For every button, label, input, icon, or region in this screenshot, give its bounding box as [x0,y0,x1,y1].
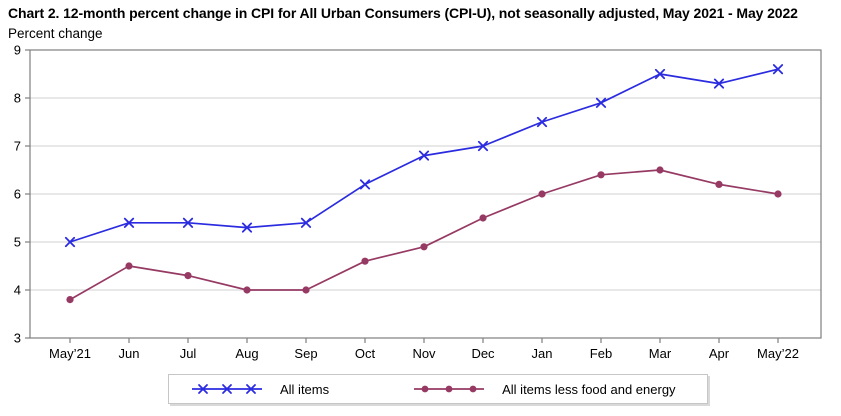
legend-label-core: All items less food and energy [502,381,676,397]
y-axis-ticks: 3 4 5 6 7 8 9 [14,43,30,346]
y-tick-label: 8 [14,91,21,106]
legend-item-all-items: All items [191,382,329,397]
y-tick-label: 6 [14,187,21,202]
x-tick-label: Jul [180,346,197,361]
legend-line-circle-marker-icon [414,385,485,393]
x-tick-label: Apr [709,346,730,361]
x-tick-label: Jan [532,346,553,361]
chart-svg: 3 4 5 6 7 8 9 May’21 Jun Jul Aug Sep Oct Nov Dec Jan Feb… [14,43,822,361]
gridlines [30,97,821,291]
x-tick-label: Nov [412,346,436,361]
x-tick-label: May’21 [49,346,91,361]
y-tick-label: 4 [14,283,21,298]
chart-title: Chart 2. 12-month percent change in CPI … [8,5,798,21]
x-tick-label: Jun [119,346,140,361]
series-all-items-less-food-and-energy [66,166,782,304]
x-tick-label: May’22 [757,346,799,361]
x-tick-label: Sep [294,346,317,361]
chart-legend: All items All items less food and energy [168,374,708,404]
y-tick-label: 3 [14,331,21,346]
x-tick-label: Oct [355,346,376,361]
y-tick-label: 7 [14,139,21,154]
y-tick-label: 5 [14,235,21,250]
y-axis-unit-label: Percent change [8,26,103,41]
y-tick-label: 9 [14,43,21,58]
x-tick-label: Aug [235,346,258,361]
legend-label-all-items: All items [280,381,330,397]
legend-item-core: All items less food and energy [413,381,676,397]
x-axis-ticks: May’21 Jun Jul Aug Sep Oct Nov Dec Jan Feb Mar Apr M… [49,338,799,361]
legend-line-x-marker-icon [192,384,262,394]
series-all-items [64,64,784,248]
x-tick-label: Mar [649,346,672,361]
x-tick-label: Feb [590,346,612,361]
x-tick-label: Dec [471,346,495,361]
